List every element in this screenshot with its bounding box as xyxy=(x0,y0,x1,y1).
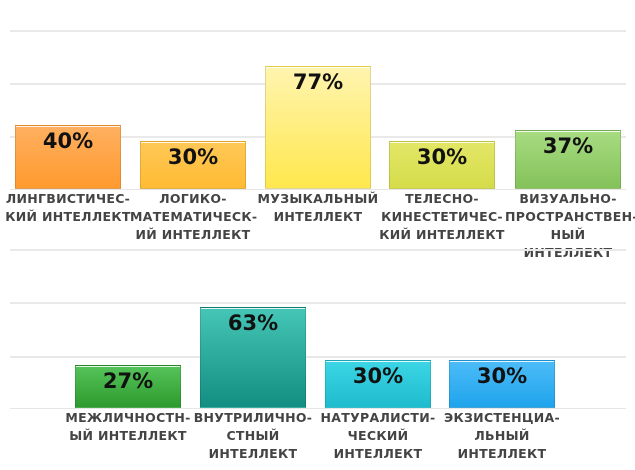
bar-value-label: 77% xyxy=(292,70,344,94)
bar-value-label: 37% xyxy=(542,134,594,158)
category-label: ЛИНГВИСТИЧЕС- КИЙ ИНТЕЛЛЕКТ xyxy=(5,191,131,224)
baseline xyxy=(10,408,626,409)
bar-value-label: 30% xyxy=(476,364,528,388)
category-label: МЕЖЛИЧНОСТН- ЫЙ ИНТЕЛЛЕКТ xyxy=(65,410,191,443)
category-label: ТЕЛЕСНО- КИНЕСТЕТИЧЕС- КИЙ ИНТЕЛЛЕКТ xyxy=(379,191,505,242)
gridline xyxy=(10,249,626,251)
bar-value-label: 30% xyxy=(352,364,404,388)
category-label: НАТУРАЛИСТИ- ЧЕСКИЙ ИНТЕЛЛЕКТ xyxy=(320,410,436,461)
bar: 30% xyxy=(449,360,555,408)
category-label: МУЗЫКАЛЬНЫЙ ИНТЕЛЛЕКТ xyxy=(257,191,379,224)
bar-value-label: 30% xyxy=(167,145,219,169)
bar-value-label: 63% xyxy=(227,311,279,335)
bar: 77% xyxy=(265,66,371,189)
bar: 40% xyxy=(15,125,121,189)
bar: 63% xyxy=(200,307,306,408)
bar: 37% xyxy=(515,130,621,189)
category-label: ВНУТРИЛИЧНО- СТНЫЙ ИНТЕЛЛЕКТ xyxy=(193,410,313,461)
gridline xyxy=(10,30,626,32)
bar-value-label: 30% xyxy=(416,145,468,169)
gridline xyxy=(10,302,626,304)
baseline xyxy=(10,189,626,190)
gridline xyxy=(10,356,626,358)
bar: 30% xyxy=(325,360,431,408)
bar: 27% xyxy=(75,365,181,408)
category-label: ВИЗУАЛЬНО- ПРОСТРАНСТВЕН- НЫЙ ИНТЕЛЛЕКТ xyxy=(505,191,635,260)
category-label: ЭКЗИСТЕНЦИА- ЛЬНЫЙ ИНТЕЛЛЕКТ xyxy=(444,410,560,461)
bar-value-label: 27% xyxy=(102,369,154,393)
bar-value-label: 40% xyxy=(42,129,94,153)
category-label: ЛОГИКО- МАТЕМАТИЧЕСК- ИЙ ИНТЕЛЛЕКТ xyxy=(130,191,258,242)
bar: 30% xyxy=(389,141,495,189)
bar: 30% xyxy=(140,141,246,189)
